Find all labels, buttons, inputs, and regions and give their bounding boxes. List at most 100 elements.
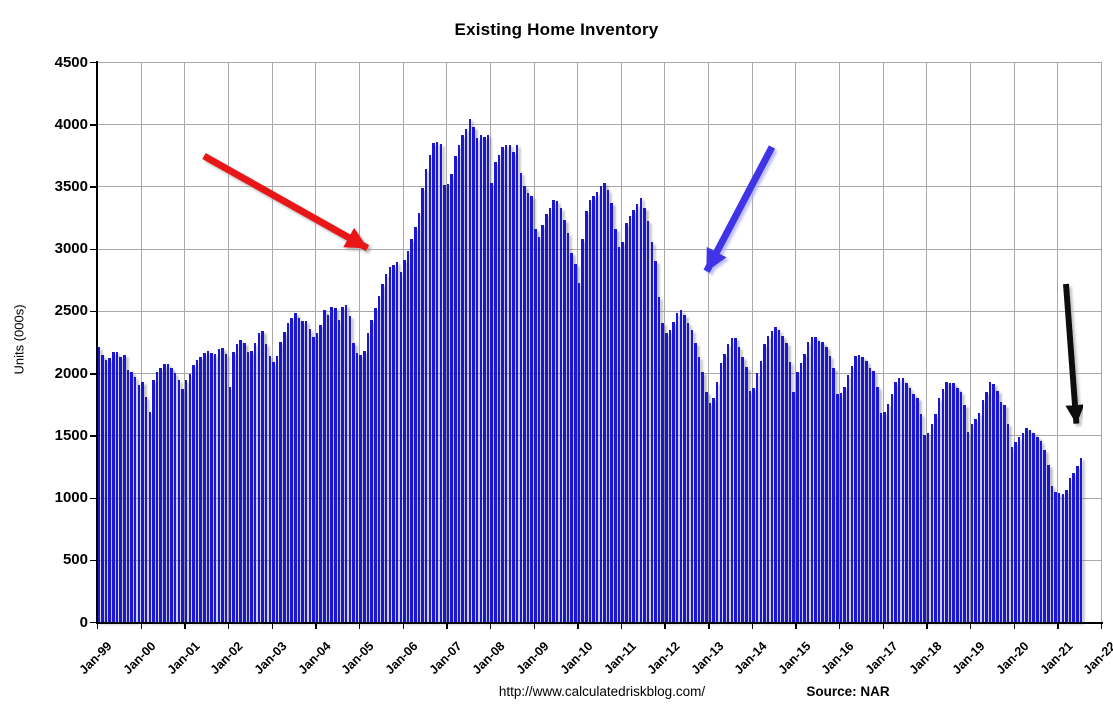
bar-month-239 — [966, 431, 970, 622]
gridline-x-Jan-07 — [446, 62, 448, 622]
gridline-x-Jan-00 — [140, 62, 142, 622]
bar-month-147 — [632, 210, 635, 622]
bar-month-79 — [384, 273, 388, 622]
bar-month-67 — [341, 306, 344, 622]
bar-month-205 — [843, 386, 846, 622]
bar-month-2 — [104, 360, 108, 622]
x-tick-Jan-09 — [533, 623, 535, 629]
bar-month-224 — [912, 394, 915, 622]
bar-month-243 — [981, 399, 985, 622]
bar-month-92 — [432, 142, 435, 622]
y-tick-label-1000: 1000 — [54, 489, 88, 507]
bar-month-117 — [523, 186, 526, 622]
bar-month-187 — [777, 329, 781, 622]
bar-month-190 — [788, 361, 792, 622]
bar-month-136 — [592, 195, 595, 622]
bar-month-211 — [865, 360, 868, 622]
bar-month-137 — [595, 192, 599, 622]
bar-month-9 — [130, 371, 133, 622]
footer-url: http://www.calculatedriskblog.com/ — [498, 684, 706, 699]
y-tick-2000 — [90, 373, 97, 375]
bar-month-41 — [246, 351, 250, 622]
bar-month-186 — [774, 327, 777, 622]
gridline-y-1500 — [97, 435, 1101, 437]
bar-month-131 — [574, 263, 577, 622]
bar-month-193 — [799, 363, 803, 622]
bar-month-159 — [675, 313, 679, 622]
bar-month-155 — [661, 323, 664, 622]
bar-month-192 — [796, 371, 799, 622]
x-tick-Jan-01 — [184, 623, 186, 629]
bar-month-124 — [548, 207, 552, 622]
bar-month-95 — [443, 185, 446, 622]
bar-month-34 — [221, 348, 224, 622]
bar-month-251 — [1010, 447, 1014, 622]
bar-month-247 — [996, 390, 999, 622]
bar-month-21 — [173, 373, 177, 622]
bar-month-32 — [213, 353, 217, 622]
bar-month-268 — [1072, 472, 1075, 622]
bar-month-1 — [101, 355, 104, 622]
bar-month-258 — [1036, 436, 1039, 622]
bar-month-225 — [916, 398, 919, 622]
bar-month-5 — [115, 351, 119, 622]
bar-month-259 — [1039, 440, 1043, 622]
bar-month-266 — [1065, 490, 1068, 622]
x-tick-Jan-13 — [708, 623, 710, 629]
y-axis — [96, 61, 98, 623]
bar-month-269 — [1076, 466, 1079, 622]
bar-month-83 — [399, 272, 402, 622]
bar-month-228 — [926, 432, 930, 622]
bar-month-189 — [785, 343, 788, 622]
bar-month-252 — [1014, 441, 1017, 622]
bar-month-25 — [188, 374, 191, 622]
gridline-x-Jan-22 — [1101, 62, 1102, 622]
bar-month-116 — [519, 172, 523, 622]
bar-month-241 — [974, 419, 977, 622]
bar-month-196 — [810, 337, 814, 622]
gridline-x-Jan-03 — [271, 62, 273, 622]
y-tick-label-4000: 4000 — [54, 115, 88, 133]
gridline-x-Jan-01 — [184, 62, 186, 622]
bar-month-168 — [708, 402, 712, 622]
bar-month-58 — [308, 328, 312, 622]
bar-month-144 — [621, 242, 624, 622]
bar-month-17 — [159, 368, 162, 622]
bar-month-123 — [545, 213, 548, 622]
x-tick-Jan-08 — [489, 623, 492, 629]
x-tick-Jan-12 — [664, 623, 666, 629]
bar-month-182 — [759, 360, 763, 622]
bar-month-179 — [748, 390, 752, 622]
x-tick-label-Jan-16: Jan-16 — [819, 639, 858, 677]
bar-month-160 — [679, 310, 683, 622]
bar-month-200 — [825, 346, 828, 622]
bar-month-195 — [806, 342, 810, 622]
bar-month-132 — [577, 282, 581, 622]
bar-month-165 — [697, 356, 701, 622]
x-tick-Jan-02 — [227, 623, 230, 629]
x-tick-label-Jan-21: Jan-21 — [1037, 639, 1076, 677]
bar-month-133 — [581, 239, 584, 622]
bar-month-184 — [766, 335, 770, 622]
gridline-x-Jan-14 — [751, 62, 753, 622]
bar-month-118 — [526, 192, 530, 622]
bar-month-181 — [755, 373, 759, 622]
bar-month-48 — [272, 361, 275, 622]
y-tick-label-1500: 1500 — [54, 426, 88, 444]
bar-month-93 — [435, 141, 439, 622]
y-tick-0 — [90, 622, 97, 624]
bar-month-149 — [639, 197, 643, 622]
bar-month-42 — [250, 350, 253, 622]
bar-month-217 — [886, 404, 890, 622]
x-tick-label-Jan-04: Jan-04 — [295, 639, 334, 677]
bar-month-264 — [1057, 493, 1061, 622]
bar-month-98 — [454, 155, 457, 622]
bar-month-106 — [483, 136, 486, 622]
gridline-x-Jan-15 — [795, 62, 797, 622]
bar-month-249 — [1003, 404, 1006, 622]
bar-month-99 — [457, 144, 461, 622]
bar-month-121 — [537, 236, 541, 622]
bar-month-235 — [952, 383, 955, 622]
bar-month-262 — [1050, 486, 1054, 622]
